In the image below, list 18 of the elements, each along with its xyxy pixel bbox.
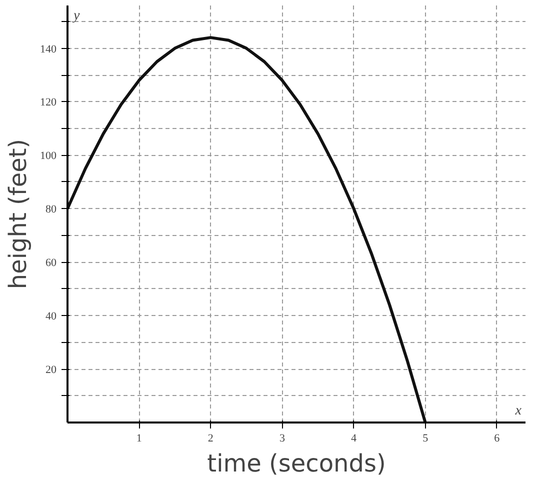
annotation: y xyxy=(72,8,80,24)
x-tick-label: 4 xyxy=(351,432,357,444)
y-tick-label: 120 xyxy=(40,96,57,109)
y-tick-label: 40 xyxy=(46,310,57,323)
x-tick-label: 5 xyxy=(422,432,429,444)
y-tick-label: 20 xyxy=(46,364,57,376)
y-axis-title: height (feet) xyxy=(4,138,32,290)
x-tick-label: 1 xyxy=(136,432,142,444)
annotation: x xyxy=(514,404,522,418)
line-series xyxy=(68,36,427,422)
x-axis-title: time (seconds) xyxy=(207,450,386,478)
x-tick-label: 2 xyxy=(208,432,214,444)
y-tick-label: 100 xyxy=(40,150,57,162)
y-tick-label: 80 xyxy=(46,204,57,216)
y-tick-label: 60 xyxy=(46,257,57,270)
x-tick-label: 3 xyxy=(279,432,286,444)
y-tick-label: 140 xyxy=(40,43,57,56)
x-tick-label: 6 xyxy=(494,432,500,444)
